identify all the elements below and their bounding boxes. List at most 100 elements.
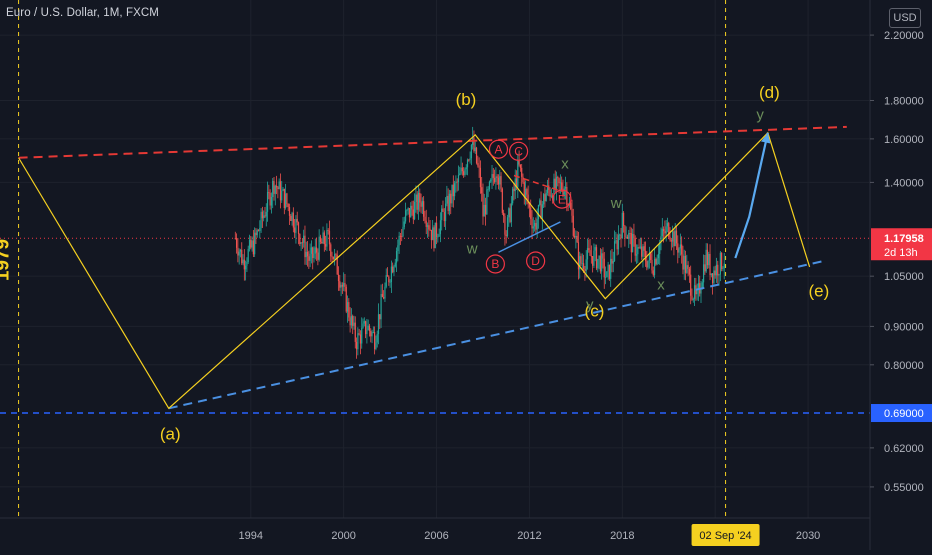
candle-body bbox=[291, 212, 293, 222]
candle-body bbox=[682, 254, 684, 270]
candle-body bbox=[252, 240, 254, 255]
candle-body bbox=[263, 215, 265, 219]
candle-body bbox=[702, 264, 705, 283]
candle-body bbox=[652, 270, 654, 276]
marker-1979-label: 1979 bbox=[0, 239, 14, 281]
candle-body bbox=[693, 285, 696, 299]
candle-body bbox=[710, 273, 712, 276]
candle-body bbox=[718, 274, 720, 276]
candle-body bbox=[557, 177, 559, 179]
candle-body bbox=[586, 248, 589, 260]
candle-body bbox=[248, 239, 251, 249]
candle-body bbox=[653, 259, 656, 276]
candle-body bbox=[688, 268, 690, 275]
candle-body bbox=[317, 252, 319, 260]
candle-body bbox=[474, 147, 476, 152]
candle-body bbox=[701, 282, 703, 289]
candle-body bbox=[510, 203, 512, 222]
candle-body bbox=[504, 215, 506, 235]
sub-wave-label: y bbox=[756, 106, 764, 123]
candle-body bbox=[384, 286, 386, 299]
price-tick-label: 1.60000 bbox=[884, 134, 924, 146]
candle-body bbox=[312, 247, 314, 259]
candle-body bbox=[503, 212, 505, 216]
candle-body bbox=[535, 223, 537, 230]
candle-body bbox=[630, 233, 632, 253]
candle-body bbox=[454, 183, 456, 197]
candle-body bbox=[715, 264, 718, 276]
candle-body bbox=[486, 189, 488, 215]
candle-body bbox=[628, 233, 630, 239]
candle-body bbox=[361, 327, 363, 344]
candle-body bbox=[415, 194, 417, 202]
candle-body bbox=[672, 231, 674, 242]
level-price-tag-label: 0.69000 bbox=[884, 408, 924, 420]
candle-body bbox=[519, 164, 522, 168]
candle-body bbox=[620, 234, 622, 239]
candle-body bbox=[277, 187, 279, 190]
candle-body bbox=[275, 185, 278, 188]
current-price-tag bbox=[871, 228, 932, 261]
candle-body bbox=[362, 323, 364, 328]
candle-body bbox=[398, 235, 400, 246]
candle-body bbox=[512, 188, 514, 204]
candle-body bbox=[583, 263, 585, 269]
candle-body bbox=[692, 298, 694, 300]
candle-body bbox=[386, 275, 389, 277]
candle-body bbox=[592, 256, 594, 266]
candle-body bbox=[677, 243, 679, 253]
candle-body bbox=[536, 219, 538, 230]
inner-support-trendline bbox=[498, 221, 561, 253]
candle-body bbox=[722, 268, 724, 269]
candle-body bbox=[380, 294, 382, 320]
candle-body bbox=[290, 215, 292, 222]
candle-body bbox=[475, 147, 478, 164]
candle-body bbox=[448, 193, 451, 211]
candle-body bbox=[508, 208, 510, 218]
candle-body bbox=[483, 204, 485, 217]
candle-body bbox=[274, 185, 276, 194]
candle-body bbox=[524, 189, 527, 198]
candle-body bbox=[473, 137, 475, 152]
candle-body bbox=[426, 225, 429, 227]
candle-body bbox=[603, 258, 605, 278]
candle-body bbox=[616, 240, 618, 250]
candle-body bbox=[543, 194, 545, 205]
candle-body bbox=[428, 225, 430, 230]
candle-body bbox=[550, 195, 552, 197]
candle-body bbox=[259, 227, 261, 231]
candle-body bbox=[444, 203, 447, 222]
candle-body bbox=[326, 230, 328, 247]
candle-body bbox=[319, 236, 322, 242]
candle-body bbox=[310, 247, 313, 254]
candle-body bbox=[273, 181, 275, 194]
candle-body bbox=[625, 236, 627, 238]
candle-body bbox=[681, 244, 683, 255]
candle-body bbox=[321, 241, 323, 244]
candle-body bbox=[350, 316, 353, 326]
candle-body bbox=[237, 247, 239, 256]
candle-body bbox=[327, 230, 329, 231]
candle-body bbox=[623, 212, 625, 226]
support-trendline bbox=[168, 260, 824, 410]
candle-body bbox=[266, 192, 269, 212]
candle-body bbox=[599, 255, 601, 272]
candle-body bbox=[659, 242, 661, 254]
wave-label: (a) bbox=[160, 424, 181, 443]
candle-body bbox=[572, 215, 574, 236]
currency-badge[interactable]: USD bbox=[889, 8, 921, 28]
circled-label: B bbox=[491, 257, 499, 271]
candle-body bbox=[606, 271, 608, 278]
candle-body bbox=[513, 188, 515, 192]
candle-body bbox=[411, 205, 413, 210]
cursor-date-tag bbox=[691, 524, 760, 546]
candle-body bbox=[272, 181, 274, 198]
candle-body bbox=[555, 177, 558, 190]
candle-body bbox=[292, 212, 294, 228]
candle-body bbox=[696, 289, 698, 295]
candle-body bbox=[478, 165, 480, 168]
candle-body bbox=[477, 163, 479, 166]
candle-body bbox=[239, 249, 242, 252]
